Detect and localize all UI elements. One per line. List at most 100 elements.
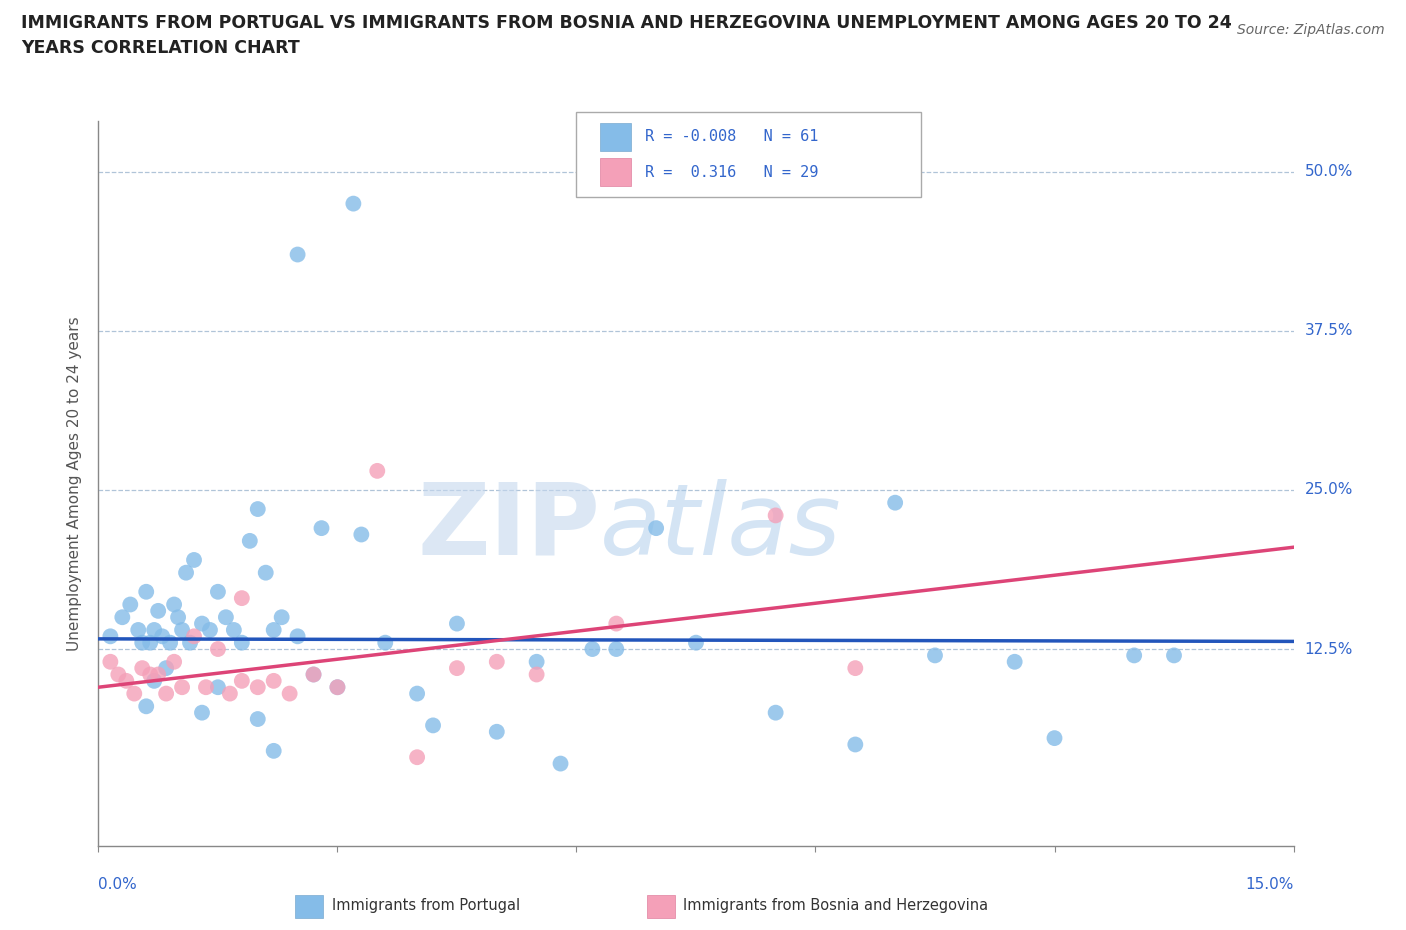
Point (135, 584, 157, 599)
Point (174, 565, 197, 580)
Point (263, 673, 285, 688)
Text: Source: ZipAtlas.com: Source: ZipAtlas.com (1237, 23, 1385, 37)
Point (148, 667, 170, 682)
Point (183, 552, 205, 567)
Point (172, 622, 194, 637)
Text: Immigrants from Portugal: Immigrants from Portugal (332, 898, 520, 913)
Point (139, 667, 162, 682)
Point (342, 196, 364, 211)
Point (485, 724, 508, 739)
Point (446, 660, 468, 675)
Point (1043, 731, 1066, 746)
Point (191, 705, 214, 720)
Point (581, 642, 603, 657)
Point (239, 534, 262, 549)
Point (287, 629, 309, 644)
Text: 15.0%: 15.0% (1246, 877, 1294, 892)
Point (406, 750, 429, 764)
Point (107, 667, 129, 682)
Point (115, 673, 138, 688)
Point (143, 673, 166, 688)
Point (219, 686, 242, 701)
Point (374, 635, 396, 650)
Point (195, 680, 218, 695)
Point (844, 660, 866, 675)
Point (302, 667, 325, 682)
Point (254, 565, 277, 580)
Point (191, 617, 214, 631)
Point (155, 686, 177, 701)
Point (111, 610, 134, 625)
Text: R = -0.008   N = 61: R = -0.008 N = 61 (645, 129, 818, 144)
Point (172, 680, 194, 695)
Point (765, 508, 787, 523)
Point (884, 496, 907, 511)
Text: atlas: atlas (600, 479, 842, 576)
Point (246, 680, 269, 695)
Text: 37.5%: 37.5% (1305, 324, 1353, 339)
Point (246, 711, 269, 726)
Point (1123, 648, 1146, 663)
Point (159, 635, 181, 650)
Point (326, 680, 349, 695)
Point (143, 622, 166, 637)
Point (422, 718, 444, 733)
Point (98, 629, 122, 644)
Point (263, 622, 285, 637)
Text: IMMIGRANTS FROM PORTUGAL VS IMMIGRANTS FROM BOSNIA AND HERZEGOVINA UNEMPLOYMENT : IMMIGRANTS FROM PORTUGAL VS IMMIGRANTS F… (21, 14, 1232, 32)
Point (231, 591, 253, 605)
Point (844, 737, 866, 752)
Point (215, 610, 238, 625)
Point (526, 667, 548, 682)
Point (163, 597, 186, 612)
Point (127, 622, 149, 637)
Point (287, 247, 309, 262)
Point (179, 635, 201, 650)
Point (1004, 655, 1026, 670)
Text: YEARS CORRELATION CHART: YEARS CORRELATION CHART (21, 39, 299, 57)
Point (139, 635, 162, 650)
Point (183, 629, 205, 644)
Point (645, 521, 668, 536)
Point (198, 622, 221, 637)
Text: ZIP: ZIP (418, 479, 600, 576)
Point (231, 635, 253, 650)
Point (605, 642, 627, 657)
Point (406, 686, 429, 701)
Point (302, 667, 325, 682)
Point (765, 705, 787, 720)
Point (550, 756, 572, 771)
Point (270, 610, 292, 625)
Point (366, 463, 388, 478)
Point (131, 635, 153, 650)
Point (155, 660, 177, 675)
Point (446, 617, 468, 631)
Point (120, 597, 142, 612)
Point (207, 584, 229, 599)
Point (263, 743, 285, 758)
Point (131, 660, 153, 675)
Point (150, 629, 173, 644)
Point (167, 610, 190, 625)
Point (246, 501, 269, 516)
Text: 50.0%: 50.0% (1305, 165, 1353, 179)
Point (278, 686, 301, 701)
Point (207, 642, 229, 657)
Text: 25.0%: 25.0% (1305, 483, 1353, 498)
Point (207, 680, 229, 695)
Point (135, 698, 157, 713)
Point (326, 680, 349, 695)
Point (526, 655, 548, 670)
Point (98, 655, 122, 670)
Point (311, 521, 333, 536)
Point (924, 648, 946, 663)
Point (124, 686, 146, 701)
Text: R =  0.316   N = 29: R = 0.316 N = 29 (645, 165, 818, 179)
Y-axis label: Unemployment Among Ages 20 to 24 years: Unemployment Among Ages 20 to 24 years (67, 316, 83, 651)
Point (1163, 648, 1185, 663)
Point (485, 655, 508, 670)
Point (350, 527, 373, 542)
Text: 0.0%: 0.0% (98, 877, 138, 892)
Point (148, 604, 170, 618)
Point (231, 673, 253, 688)
